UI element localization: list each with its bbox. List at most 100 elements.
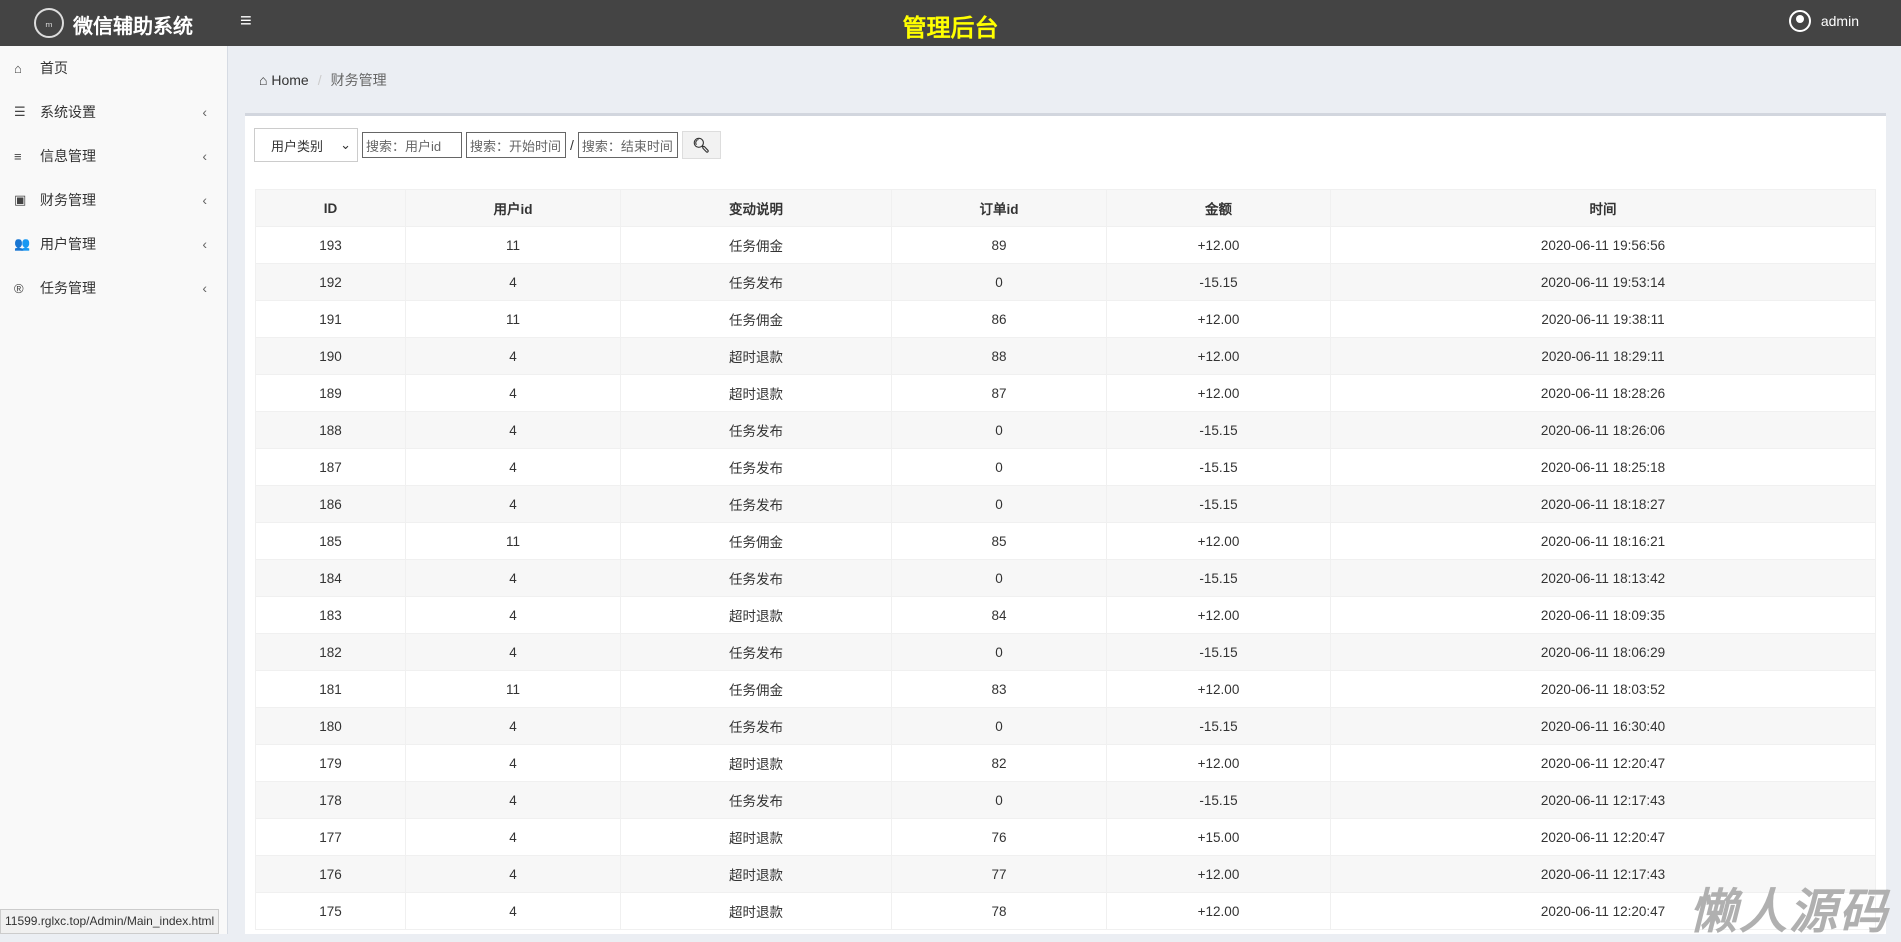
table-cell: 4 (405, 485, 621, 523)
table-cell: +12.00 (1106, 522, 1331, 560)
home-icon: ⌂ (259, 72, 272, 88)
table-row: 180 4 任务发布 0 -15.15 2020-06-11 16:30:40 (255, 707, 1876, 745)
column-header: 金额 (1106, 189, 1331, 227)
table-cell: 2020-06-11 18:13:42 (1330, 559, 1876, 597)
table-row: 176 4 超时退款 77 +12.00 2020-06-11 12:17:43 (255, 855, 1876, 893)
table-cell: 191 (255, 300, 406, 338)
table-cell: 2020-06-11 19:53:14 (1330, 263, 1876, 301)
date-separator: / (570, 137, 574, 153)
status-bar-url: 11599.rglxc.top/Admin/Main_index.html (0, 909, 220, 934)
table-cell: 任务佣金 (620, 226, 892, 264)
table-cell: 11 (405, 670, 621, 708)
page-header-title: 管理后台 (902, 15, 999, 42)
table-cell: 4 (405, 892, 621, 930)
table-cell: 181 (255, 670, 406, 708)
table-cell: +12.00 (1106, 744, 1331, 782)
table-row: 192 4 任务发布 0 -15.15 2020-06-11 19:53:14 (255, 263, 1876, 301)
table-cell: 任务佣金 (620, 670, 892, 708)
table-cell: +12.00 (1106, 300, 1331, 338)
table-cell: 11 (405, 300, 621, 338)
table-row: 181 11 任务佣金 83 +12.00 2020-06-11 18:03:52 (255, 670, 1876, 708)
table-cell: 4 (405, 818, 621, 856)
table-cell: 2020-06-11 16:30:40 (1330, 707, 1876, 745)
table-cell: 86 (891, 300, 1107, 338)
table-cell: 超时退款 (620, 596, 892, 634)
breadcrumb-home[interactable]: Home (271, 72, 309, 88)
sidebar-item-3[interactable]: ▣ 财务管理 ‹ (0, 178, 227, 222)
table-cell: 4 (405, 448, 621, 486)
watermark: 懒人源码 (1688, 886, 1889, 939)
table-cell: 0 (891, 559, 1107, 597)
table-row: 184 4 任务发布 0 -15.15 2020-06-11 18:13:42 (255, 559, 1876, 597)
table-cell: +15.00 (1106, 818, 1331, 856)
top-bar: ₘ 微信辅助系统 ≡ 管理后台 admin (0, 0, 1901, 46)
table-cell: -15.15 (1106, 559, 1331, 597)
table-cell: 186 (255, 485, 406, 523)
sidebar-item-4[interactable]: 👥 用户管理 ‹ (0, 222, 227, 266)
column-header: 时间 (1330, 189, 1876, 227)
table-cell: 超时退款 (620, 744, 892, 782)
table-cell: 超时退款 (620, 337, 892, 375)
end-time-input[interactable]: 搜索：结束时间 (577, 132, 678, 158)
table-cell: 183 (255, 596, 406, 634)
table-cell: 179 (255, 744, 406, 782)
table-cell: 85 (891, 522, 1107, 560)
user-id-input[interactable]: 搜索：用户id (362, 132, 462, 158)
registered-icon: ® (14, 280, 24, 296)
table-row: 191 11 任务佣金 86 +12.00 2020-06-11 19:38:11 (255, 300, 1876, 338)
table-cell: 180 (255, 707, 406, 745)
table-cell: -15.15 (1106, 411, 1331, 449)
home-icon: ⌂ (14, 60, 22, 76)
table-cell: 4 (405, 781, 621, 819)
table-row: 178 4 任务发布 0 -15.15 2020-06-11 12:17:43 (255, 781, 1876, 819)
table-cell: 193 (255, 226, 406, 264)
menu-toggle-icon[interactable]: ≡ (240, 10, 252, 32)
table-cell: 2020-06-11 18:25:18 (1330, 448, 1876, 486)
table-cell: 2020-06-11 18:09:35 (1330, 596, 1876, 634)
table-cell: 84 (891, 596, 1107, 634)
table-cell: 187 (255, 448, 406, 486)
table-row: 186 4 任务发布 0 -15.15 2020-06-11 18:18:27 (255, 485, 1876, 523)
table-cell: 任务发布 (620, 707, 892, 745)
finance-table: ID 用户id 变动说明 订单id 金额 时间 193 11 任务佣金 89 +12.00 2020… (255, 189, 1876, 930)
table-cell: 0 (891, 485, 1107, 523)
table-cell: 任务佣金 (620, 300, 892, 338)
user-menu[interactable]: admin (1788, 10, 1859, 32)
sidebar-item-0[interactable]: ⌂ 首页 (0, 46, 227, 90)
filter-bar: 用户类别 ⌄ 搜索：用户id 搜索：开始时间 / 搜索：结束时间 🔍︎ (254, 128, 721, 162)
column-header: ID (255, 189, 406, 227)
table-cell: +12.00 (1106, 596, 1331, 634)
table-cell: 2020-06-11 18:16:21 (1330, 522, 1876, 560)
table-cell: 2020-06-11 18:29:11 (1330, 337, 1876, 375)
table-cell: 4 (405, 633, 621, 671)
table-cell: 184 (255, 559, 406, 597)
table-cell: 超时退款 (620, 818, 892, 856)
breadcrumb: ⌂ Home / 财务管理 (259, 72, 387, 88)
table-cell: 任务发布 (620, 411, 892, 449)
table-cell: 超时退款 (620, 855, 892, 893)
column-header: 用户id (405, 189, 621, 227)
table-cell: 175 (255, 892, 406, 930)
table-cell: 0 (891, 707, 1107, 745)
sidebar-item-5[interactable]: ® 任务管理 ‹ (0, 266, 227, 310)
sidebar-item-2[interactable]: ≡ 信息管理 ‹ (0, 134, 227, 178)
table-row: 183 4 超时退款 84 +12.00 2020-06-11 18:09:35 (255, 596, 1876, 634)
table-cell: 4 (405, 855, 621, 893)
search-icon: 🔍︎ (692, 136, 711, 153)
chevron-left-icon: ‹ (202, 104, 207, 120)
table-cell: 88 (891, 337, 1107, 375)
username: admin (1820, 13, 1859, 29)
table-row: 182 4 任务发布 0 -15.15 2020-06-11 18:06:29 (255, 633, 1876, 671)
table-cell: 4 (405, 337, 621, 375)
sidebar-item-label: 信息管理 (40, 148, 96, 164)
start-time-input[interactable]: 搜索：开始时间 (466, 132, 566, 158)
column-header: 变动说明 (620, 189, 892, 227)
table-cell: 任务发布 (620, 559, 892, 597)
search-button[interactable]: 🔍︎ (681, 131, 721, 159)
table-row: 193 11 任务佣金 89 +12.00 2020-06-11 19:56:56 (255, 226, 1876, 264)
table-cell: -15.15 (1106, 633, 1331, 671)
table-cell: 任务发布 (620, 263, 892, 301)
sidebar-item-1[interactable]: ☰ 系统设置 ‹ (0, 90, 227, 134)
user-type-select[interactable]: 用户类别 ⌄ (254, 128, 358, 162)
table-cell: -15.15 (1106, 263, 1331, 301)
